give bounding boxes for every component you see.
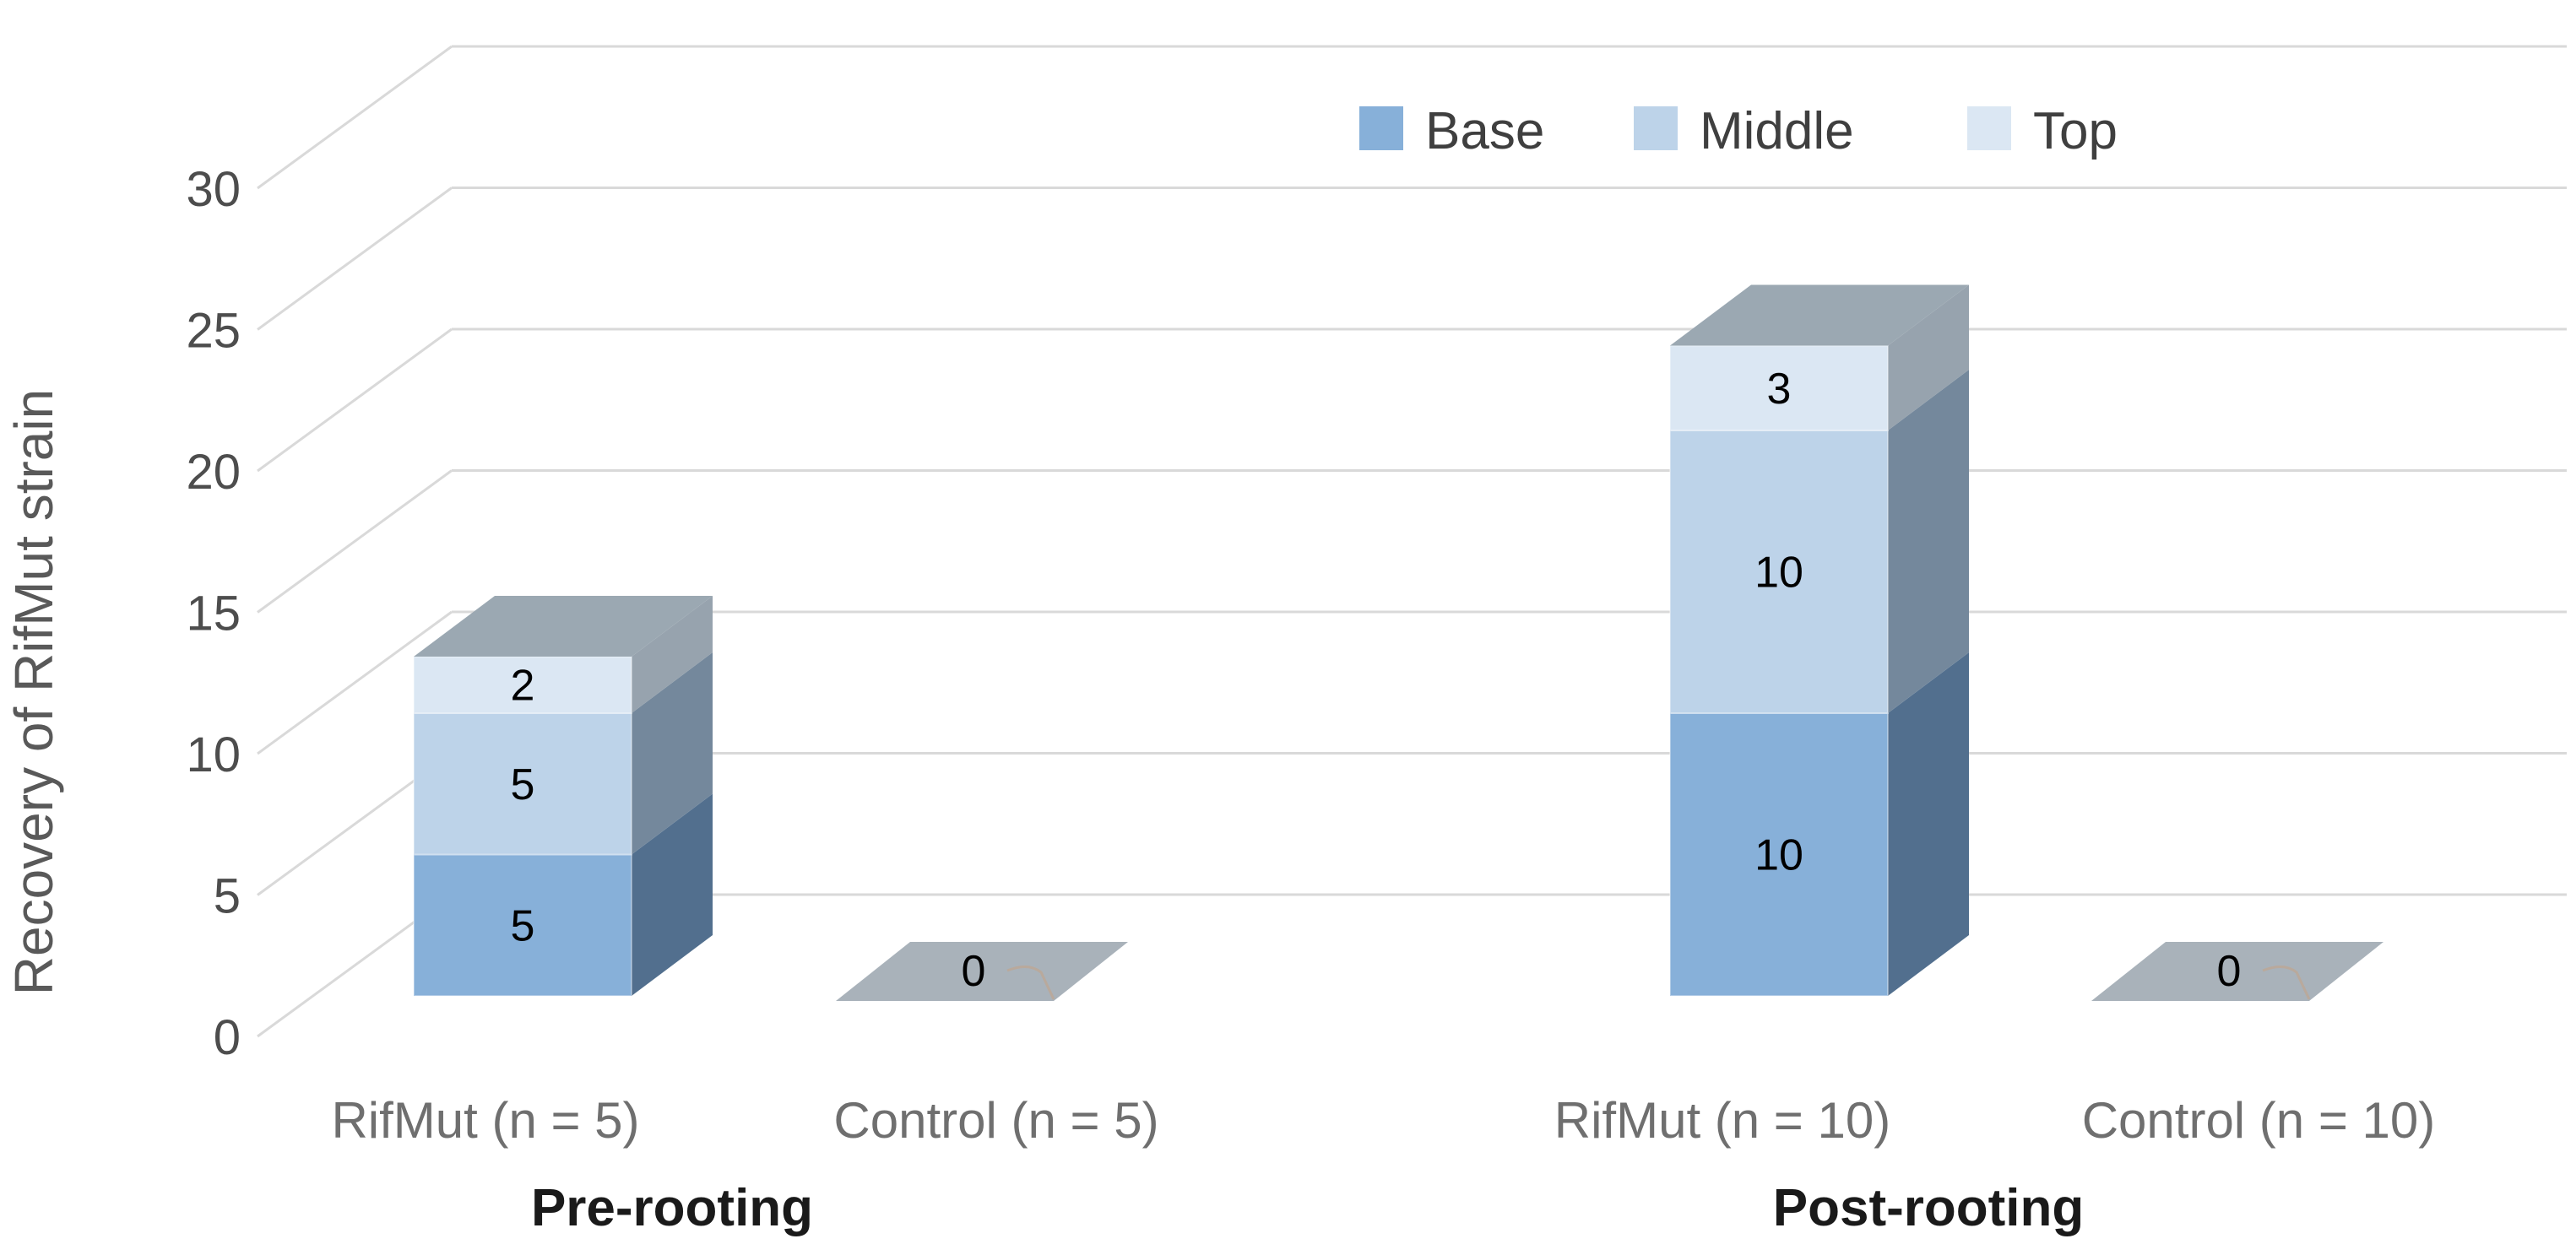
legend-label-middle: Middle [1700,102,1854,160]
zero-bar [2091,942,2383,1001]
bar-segment [413,656,632,714]
y-axis-title: Recovery of RifMut strain [3,389,64,995]
group-label-pre-rooting: Pre-rooting [531,1179,813,1237]
bar-segment-side [1888,652,1969,996]
bar-segment-side [1888,370,1969,713]
data-label: 3 [1767,365,1792,414]
legend-label-base: Base [1425,102,1544,160]
bar-segment [413,853,632,997]
y-tick-label: 15 [186,587,241,641]
legend-label-top: Top [2033,102,2118,160]
category-label-rifmut-n5: RifMut (n = 5) [331,1092,639,1149]
data-label: 2 [511,662,535,711]
y-tick-label: 5 [214,869,241,924]
y-tick-label: 20 [186,445,241,500]
bar-cap [414,596,713,657]
data-label: 5 [511,901,535,950]
data-label-zero: 0 [962,947,986,996]
legend: Base Middle Top [1359,102,2118,160]
group-labels: Pre-rooting Post-rooting [531,1179,2084,1237]
gridline-diagonal [257,469,453,614]
x-axis-labels: RifMut (n = 5) Control (n = 5) RifMut (n… [331,1092,2435,1149]
legend-swatch-middle-icon [1634,106,1678,150]
leader-line [1006,966,1055,1000]
category-label-control-n10: Control (n = 10) [2082,1092,2436,1149]
gridline-diagonal [257,327,453,473]
group-label-post-rooting: Post-rooting [1773,1179,2085,1237]
leader-line [2262,966,2311,1000]
bar-segment [413,712,632,856]
legend-swatch-top-icon [1967,106,2011,150]
legend-swatch-base-icon [1359,106,1403,150]
y-tick-label: 0 [214,1010,241,1065]
bar-segment-side [1888,284,1969,430]
bar-segment-side [632,793,713,996]
gridline-diagonal [257,187,453,331]
category-label-control-n5: Control (n = 5) [833,1092,1158,1149]
data-label: 5 [511,760,535,809]
data-label: 10 [1754,549,1803,598]
gridline-diagonal [257,610,453,755]
bar-segment [1669,712,1889,997]
zero-bar [836,942,1128,1001]
bar-segment-side [632,596,713,713]
gridline-diagonal [257,45,453,190]
y-tick-label: 25 [186,304,241,359]
bar-segment [1669,344,1889,431]
category-label-rifmut-n10: RifMut (n = 10) [1554,1092,1890,1149]
bar-segment-side [632,652,713,855]
y-tick-label: 30 [186,162,241,217]
data-label-zero: 0 [2217,947,2242,996]
bar-cap [1670,284,1969,346]
y-tick-label: 10 [186,728,241,782]
data-label: 10 [1754,831,1803,880]
bar-segment [1669,430,1889,714]
